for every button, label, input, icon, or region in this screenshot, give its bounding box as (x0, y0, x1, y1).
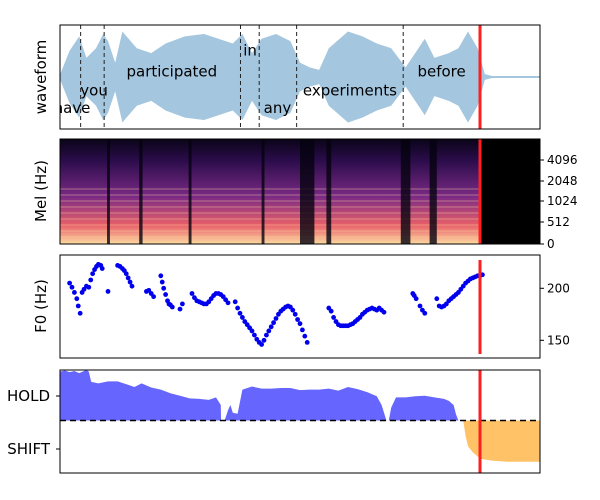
f0-point (127, 279, 133, 285)
turn-taking-yticks: HOLD SHIFT (7, 387, 60, 458)
turn-tick-label: SHIFT (7, 440, 51, 458)
f0-point (297, 321, 303, 327)
f0-point (99, 266, 105, 271)
waveform-ylabel: waveform (32, 40, 50, 115)
f0-point (90, 271, 96, 277)
f0-point (422, 310, 428, 316)
turn-taking-frame (59, 369, 541, 474)
f0-point (77, 310, 83, 316)
f0-point (161, 285, 167, 291)
word-label: participated (126, 62, 217, 80)
f0-point (292, 311, 298, 317)
mel-tick-label: 4096 (547, 153, 578, 167)
f0-point (266, 328, 272, 334)
mel-panel: 0 512 1024 2048 4096 Mel (Hz) (32, 138, 578, 251)
f0-point (240, 315, 245, 320)
word-label: have (54, 99, 91, 117)
f0-point (328, 308, 334, 314)
f0-point (268, 324, 274, 330)
f0-point (125, 275, 131, 281)
mel-tick-label: 1024 (547, 194, 578, 208)
mel-frame (59, 138, 541, 245)
f0-point (261, 337, 267, 343)
f0-point (271, 320, 276, 326)
mel-harmonics (60, 185, 480, 244)
f0-point (158, 273, 164, 279)
mel-gap (188, 139, 192, 244)
waveform-frame (59, 24, 541, 130)
word-label: before (417, 62, 465, 80)
f0-point (88, 277, 94, 283)
mel-gap (300, 139, 315, 244)
f0-point (72, 290, 77, 295)
f0-point (129, 283, 135, 289)
f0-panel: 150 200 F0 (Hz) (32, 254, 570, 359)
f0-point (163, 292, 169, 297)
f0-point (177, 306, 183, 312)
f0-point (235, 305, 241, 311)
f0-point (273, 316, 279, 321)
f0-point (304, 339, 310, 345)
f0-point (259, 342, 264, 347)
f0-point (381, 309, 387, 315)
mel-tick-label: 0 (547, 237, 555, 251)
mel-silence-gaps (107, 139, 437, 244)
f0-point (69, 284, 75, 290)
word-label: experiments (303, 81, 397, 99)
f0-point (151, 294, 157, 300)
mel-gap (429, 139, 437, 244)
f0-point (264, 332, 269, 338)
word-boundaries (80, 25, 404, 129)
f0-tick-label: 200 (547, 281, 570, 295)
f0-point (105, 289, 111, 294)
f0-point (232, 299, 238, 305)
f0-point (295, 317, 300, 322)
f0-point (159, 279, 165, 285)
mel-gap (400, 139, 411, 244)
f0-point (75, 303, 81, 309)
f0-point (225, 300, 231, 306)
f0-point (237, 310, 243, 316)
f0-point (302, 333, 308, 339)
f0-point (331, 315, 336, 320)
f0-point (249, 328, 255, 334)
waveform-envelope (60, 31, 540, 123)
f0-ylabel: F0 (Hz) (32, 279, 50, 333)
word-label: you (80, 81, 108, 99)
f0-point (413, 296, 419, 302)
shift-probability-area (463, 420, 540, 462)
hold-probability-area (60, 370, 459, 421)
f0-frame (59, 254, 541, 359)
f0-point (290, 307, 296, 313)
f0-point (300, 327, 305, 333)
mel-gap (326, 139, 332, 244)
f0-point (67, 280, 72, 286)
f0-point (252, 332, 257, 338)
turn-tick-label: HOLD (7, 387, 50, 405)
f0-point (180, 301, 185, 307)
mel-gap (261, 139, 265, 244)
f0-point (169, 304, 175, 310)
f0-point (74, 296, 80, 302)
word-label: any (264, 99, 292, 117)
f0-point (434, 296, 440, 302)
mel-tick-label: 512 (547, 215, 570, 229)
f0-yticks: 150 200 (540, 281, 570, 347)
word-label: in (243, 42, 257, 60)
turn-taking-panel: HOLD SHIFT (7, 369, 541, 474)
f0-point (123, 271, 129, 277)
mel-ylabel: Mel (Hz) (32, 160, 50, 222)
f0-tick-label: 150 (547, 333, 570, 347)
f0-point (189, 291, 195, 296)
f0-point (417, 303, 423, 309)
mel-yticks: 0 512 1024 2048 4096 (540, 153, 578, 251)
mel-gap (107, 139, 110, 244)
f0-points (67, 261, 485, 347)
f0-point (86, 284, 92, 290)
mel-gap (139, 139, 143, 244)
mel-tick-label: 2048 (547, 174, 578, 188)
